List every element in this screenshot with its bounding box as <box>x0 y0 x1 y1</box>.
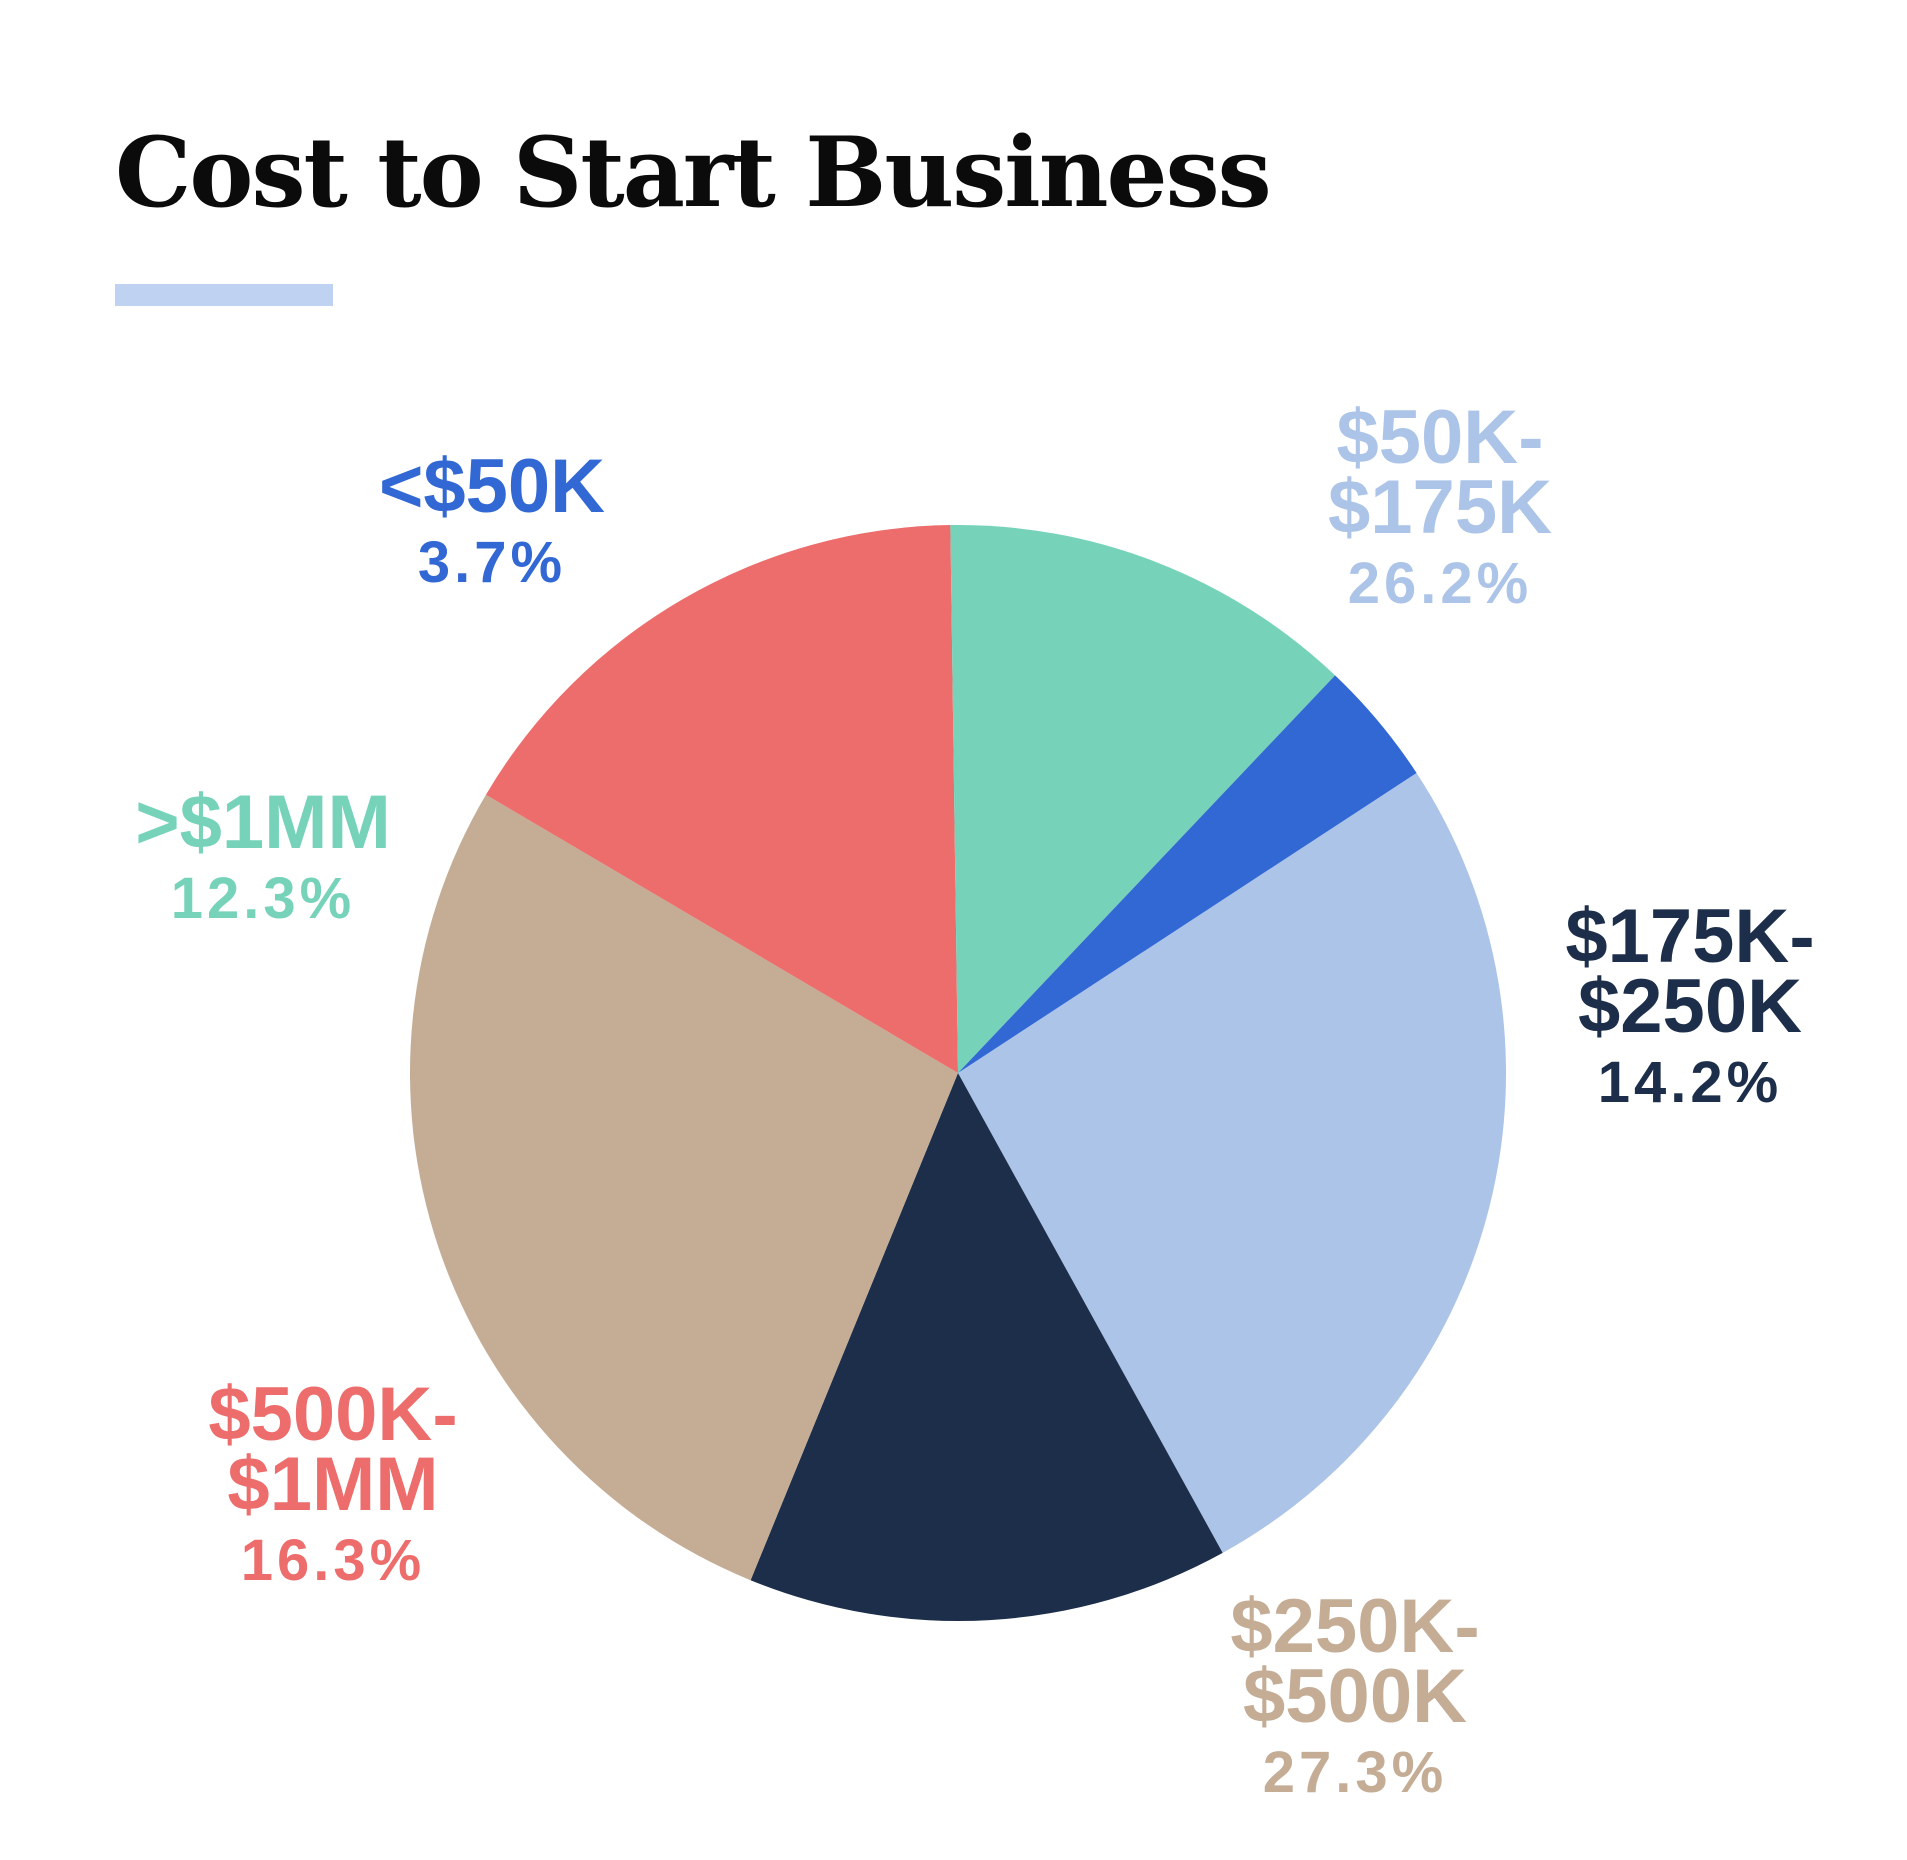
slice-label-under-50k: <$50K 3.7% <box>379 444 605 595</box>
pie-slice-175k-250k <box>750 1073 1223 1621</box>
slice-category-500k-1mm-line-2: $1MM <box>227 1442 438 1527</box>
pie-slice-250k-500k <box>409 794 958 1581</box>
slice-percent-175k-250k: 14.2% <box>1598 1050 1782 1115</box>
slice-label-over-1mm: >$1MM 12.3% <box>135 780 391 931</box>
slice-label-50k-175k: $50K-$175K 26.2% <box>1328 395 1552 616</box>
slice-percent-500k-1mm: 16.3% <box>241 1528 425 1593</box>
pie-slice-500k-1mm <box>485 525 958 1073</box>
slice-category-50k-175k-line-1: $50K- <box>1337 395 1544 480</box>
slice-percent-over-1mm: 12.3% <box>171 866 355 931</box>
pie-slice-under-50k <box>958 675 1417 1073</box>
slice-label-175k-250k: $175K-$250K 14.2% <box>1565 894 1814 1115</box>
pie-labels: $50K-$175K 26.2%$175K-$250K 14.2%$250K-$50… <box>135 395 1814 1805</box>
slice-category-250k-500k-line-1: $250K- <box>1230 1584 1479 1669</box>
slice-category-under-50k-line-1: <$50K <box>379 444 605 529</box>
pie-slice-50k-175k <box>958 772 1507 1553</box>
pie-slice-over-1mm <box>950 524 1336 1073</box>
pie-slices <box>409 524 1507 1621</box>
slice-category-500k-1mm-line-1: $500K- <box>208 1372 457 1457</box>
slice-category-50k-175k-line-2: $175K <box>1328 465 1552 550</box>
slice-category-175k-250k-line-1: $175K- <box>1565 894 1814 979</box>
slice-label-500k-1mm: $500K-$1MM 16.3% <box>208 1372 457 1593</box>
slice-percent-250k-500k: 27.3% <box>1263 1740 1447 1805</box>
slice-label-250k-500k: $250K-$500K 27.3% <box>1230 1584 1479 1805</box>
slice-category-250k-500k-line-2: $500K <box>1243 1654 1467 1739</box>
title-accent-rule <box>115 284 333 306</box>
slice-category-175k-250k-line-2: $250K <box>1578 964 1802 1049</box>
slice-category-over-1mm-line-1: >$1MM <box>135 780 391 865</box>
slice-percent-50k-175k: 26.2% <box>1348 551 1532 616</box>
slice-percent-under-50k: 3.7% <box>418 530 566 595</box>
chart-title: Cost to Start Business <box>115 116 1272 229</box>
